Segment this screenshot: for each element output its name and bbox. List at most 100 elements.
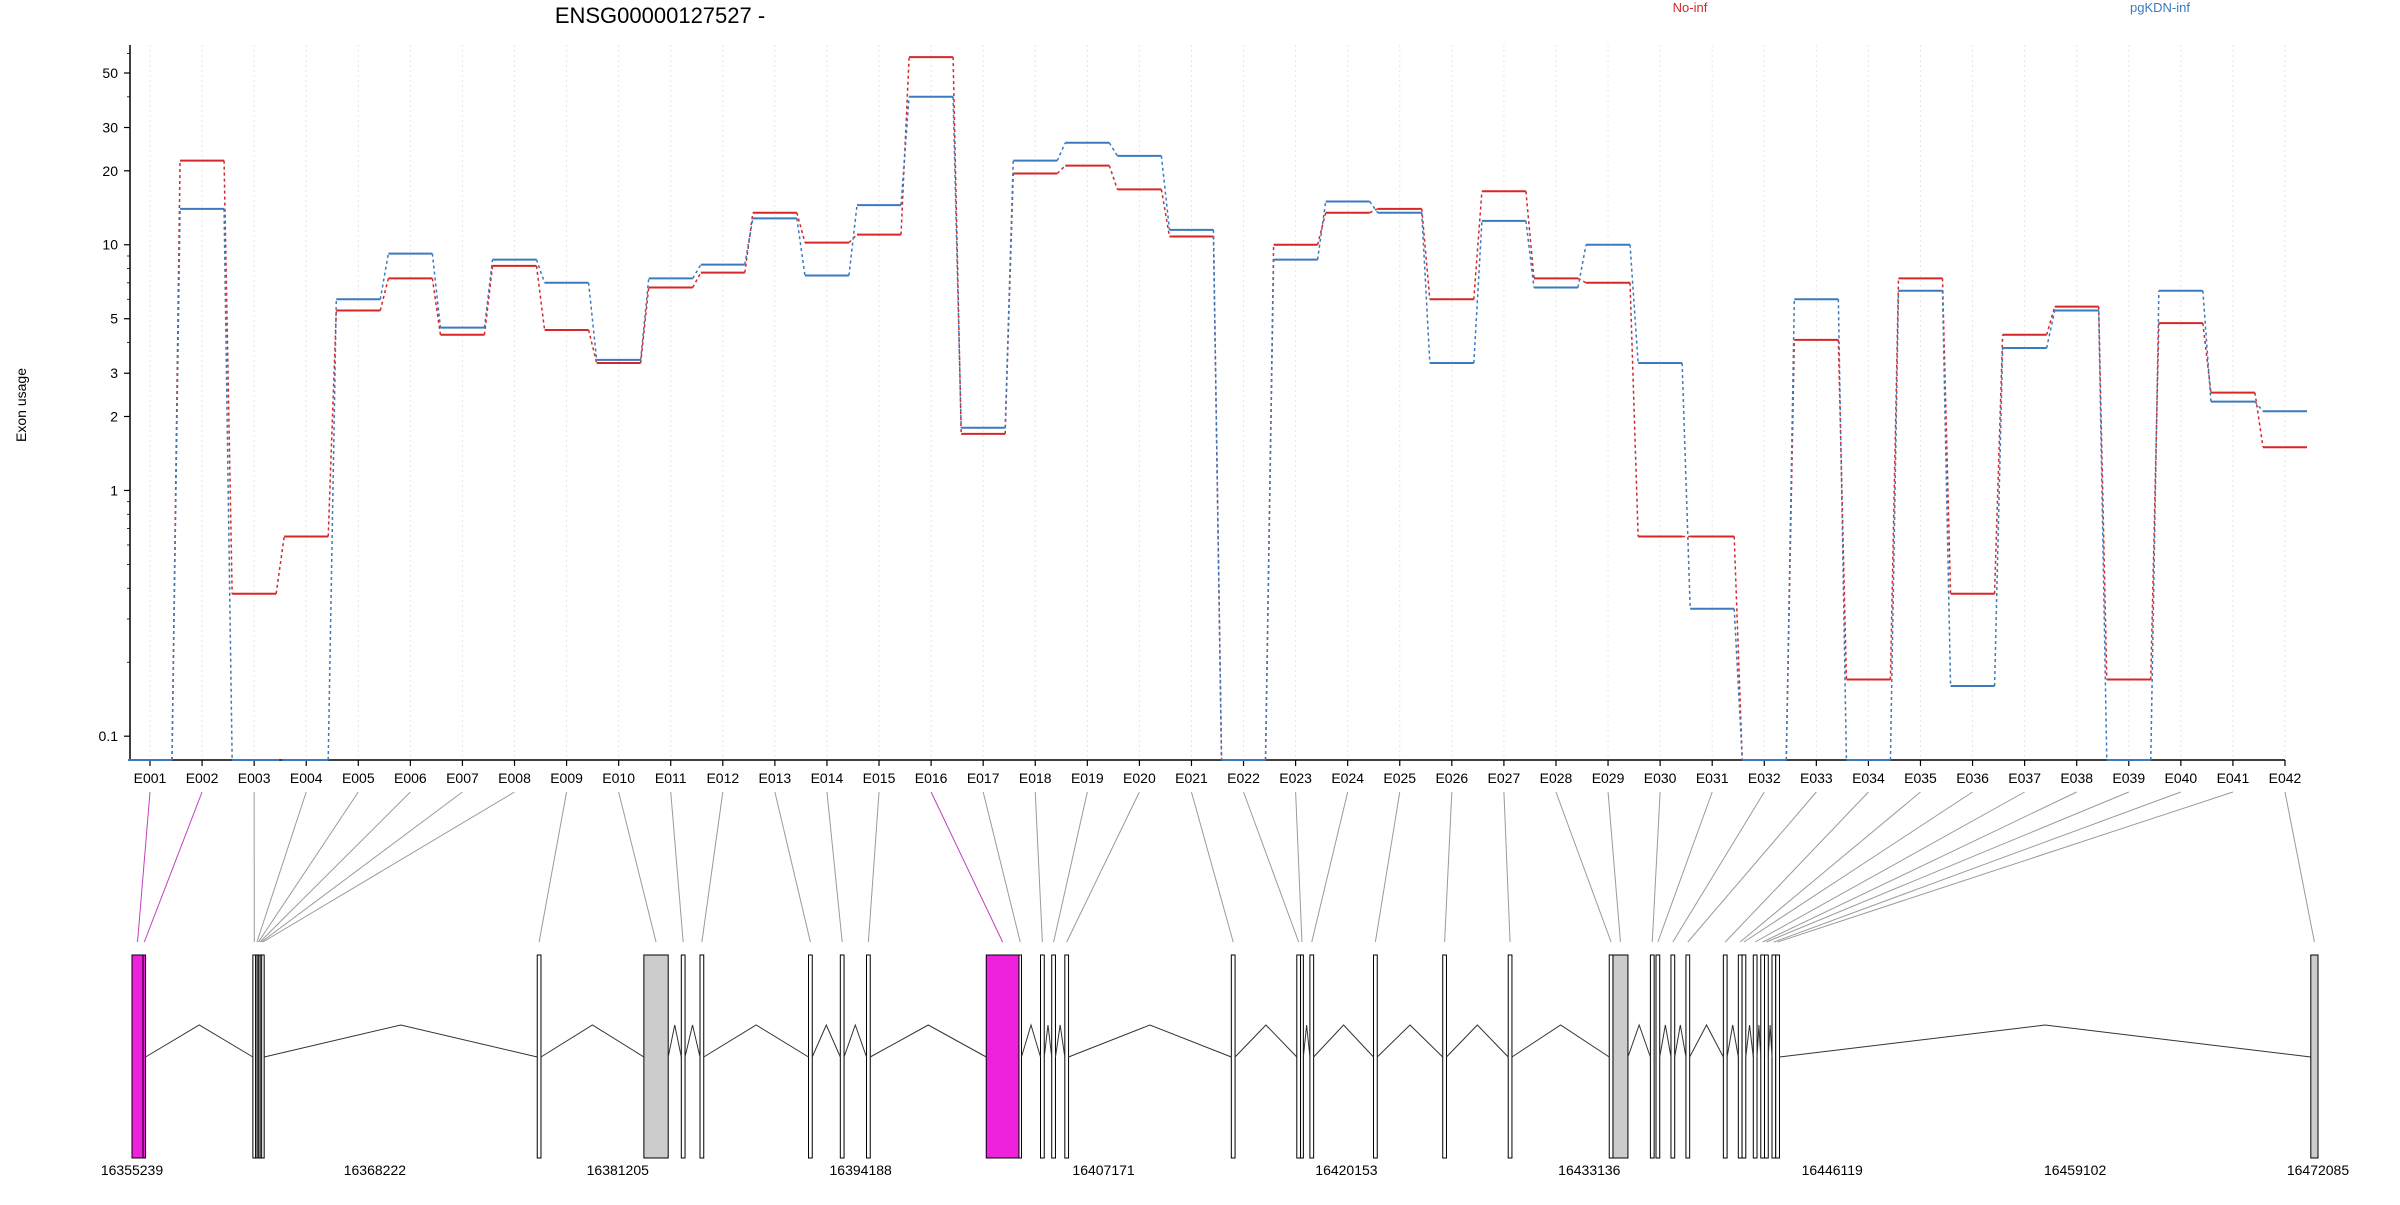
coord-label: 16394188 — [830, 1162, 893, 1178]
x-tick-label-e018: E018 — [1019, 770, 1052, 786]
connector-pgkdn-inf — [901, 97, 909, 205]
connector-pgkdn-inf — [1734, 609, 1742, 760]
connector-pgkdn-inf — [1682, 363, 1690, 609]
exon-link-e017 — [983, 792, 1020, 942]
exon-link-e007 — [261, 792, 462, 942]
exon-e030 — [1650, 955, 1654, 1158]
exon-e002 — [143, 955, 146, 1158]
y-tick-label: 10 — [102, 237, 118, 253]
chart-title: ENSG00000127527 - — [555, 3, 765, 28]
intron — [1727, 1025, 1738, 1057]
connector-no-inf — [1109, 166, 1117, 190]
y-tick-label: 5 — [110, 311, 118, 327]
exon-link-e028 — [1556, 792, 1611, 942]
x-tick-label-e026: E026 — [1435, 770, 1468, 786]
exon-e008 — [262, 955, 265, 1158]
intron — [1768, 1025, 1772, 1057]
connector-pgkdn-inf — [172, 209, 180, 760]
exon-e040 — [1772, 955, 1776, 1158]
x-tick-label-e036: E036 — [1956, 770, 1989, 786]
exon-link-e001 — [138, 792, 150, 942]
intron — [668, 1025, 681, 1057]
exon-e039 — [1765, 955, 1769, 1158]
x-tick-label-e012: E012 — [706, 770, 739, 786]
x-tick-label-e023: E023 — [1279, 770, 1312, 786]
connector-pgkdn-inf — [849, 205, 857, 275]
x-tick-label-e021: E021 — [1175, 770, 1208, 786]
legend-entry-pgkdn-inf: pgKDN-inf — [2130, 0, 2190, 15]
coord-label: 16420153 — [1315, 1162, 1378, 1178]
intron — [1779, 1025, 2310, 1057]
intron — [685, 1025, 700, 1057]
connector-no-inf — [2047, 307, 2055, 335]
connector-pgkdn-inf — [2047, 311, 2055, 348]
y-tick-label: 30 — [102, 120, 118, 136]
y-tick-label: 20 — [102, 163, 118, 179]
exon-e035 — [1738, 955, 1742, 1158]
x-tick-label-e004: E004 — [290, 770, 323, 786]
intron — [1044, 1025, 1051, 1057]
exon-e026 — [1443, 955, 1447, 1158]
exon-e027 — [1508, 955, 1512, 1158]
exon-e013 — [809, 955, 813, 1158]
x-tick-label-e033: E033 — [1800, 770, 1833, 786]
connector-pgkdn-inf — [1838, 299, 1846, 760]
exon-link-e029 — [1608, 792, 1620, 942]
x-tick-label-e009: E009 — [550, 770, 583, 786]
exon-link-e021 — [1191, 792, 1233, 942]
exon-e020 — [1065, 955, 1069, 1158]
x-tick-label-e034: E034 — [1852, 770, 1885, 786]
exon-e038 — [1761, 955, 1765, 1158]
series-no-inf — [128, 57, 2307, 760]
exon-link-e040 — [1774, 792, 2181, 942]
exon-link-e019 — [1054, 792, 1088, 942]
x-tick-label-e031: E031 — [1696, 770, 1729, 786]
exon-e011 — [681, 955, 685, 1158]
x-tick-label-e042: E042 — [2269, 770, 2302, 786]
x-tick-label-e010: E010 — [602, 770, 635, 786]
x-tick-label-e016: E016 — [915, 770, 948, 786]
x-tick-label-e028: E028 — [1540, 770, 1573, 786]
y-tick-label: 1 — [110, 482, 118, 498]
exon-link-e015 — [868, 792, 879, 942]
connector-pgkdn-inf — [1630, 245, 1638, 363]
connector-pgkdn-inf — [1057, 143, 1065, 161]
coord-label: 16459102 — [2044, 1162, 2107, 1178]
exon-link-e004 — [257, 792, 306, 942]
intron — [146, 1025, 253, 1057]
x-tick-label-e022: E022 — [1227, 770, 1260, 786]
exon-e033 — [1686, 955, 1690, 1158]
exon-e001 — [132, 955, 143, 1158]
connector-no-inf — [2255, 393, 2263, 448]
exon-link-e037 — [1755, 792, 2024, 942]
intron — [1512, 1025, 1609, 1057]
exon-link-e024 — [1312, 792, 1348, 942]
connector-pgkdn-inf — [1890, 291, 1898, 760]
intron — [1628, 1025, 1650, 1057]
x-tick-label-e020: E020 — [1123, 770, 1156, 786]
intron — [870, 1025, 986, 1057]
x-tick-label-e040: E040 — [2165, 770, 2198, 786]
exon-link-e009 — [539, 792, 566, 942]
series-layer — [128, 57, 2307, 760]
connector-pgkdn-inf — [1370, 201, 1378, 212]
connector-no-inf — [1630, 283, 1638, 537]
exon-link-e032 — [1673, 792, 1764, 942]
connector-pgkdn-inf — [1578, 245, 1586, 288]
exon-link-e011 — [671, 792, 683, 942]
intron — [1690, 1025, 1724, 1057]
connector-no-inf — [797, 213, 805, 243]
connector-no-inf — [1734, 536, 1742, 760]
coord-label: 16368222 — [344, 1162, 407, 1178]
x-tick-label-e001: E001 — [134, 770, 167, 786]
exon-link-e027 — [1504, 792, 1510, 942]
exon-link-e042 — [2285, 792, 2314, 942]
connector-no-inf — [537, 266, 545, 330]
connector-no-inf — [380, 278, 388, 310]
intron — [1021, 1025, 1040, 1057]
intron — [844, 1025, 866, 1057]
exon-link-e008 — [263, 792, 515, 942]
